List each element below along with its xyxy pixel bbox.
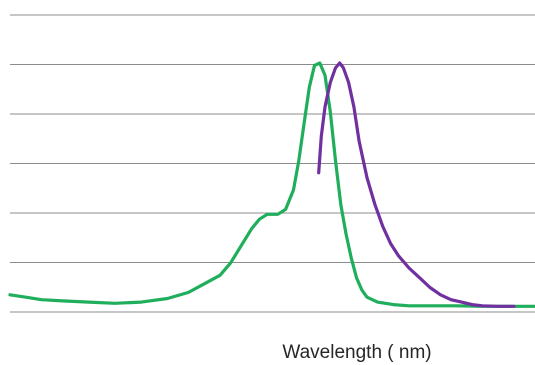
series-lines — [8, 61, 535, 308]
gridlines — [10, 14, 535, 313]
x-axis-label: Wavelength ( nm) — [282, 342, 431, 363]
series-line-1 — [8, 61, 535, 308]
series-line-2 — [317, 61, 516, 308]
